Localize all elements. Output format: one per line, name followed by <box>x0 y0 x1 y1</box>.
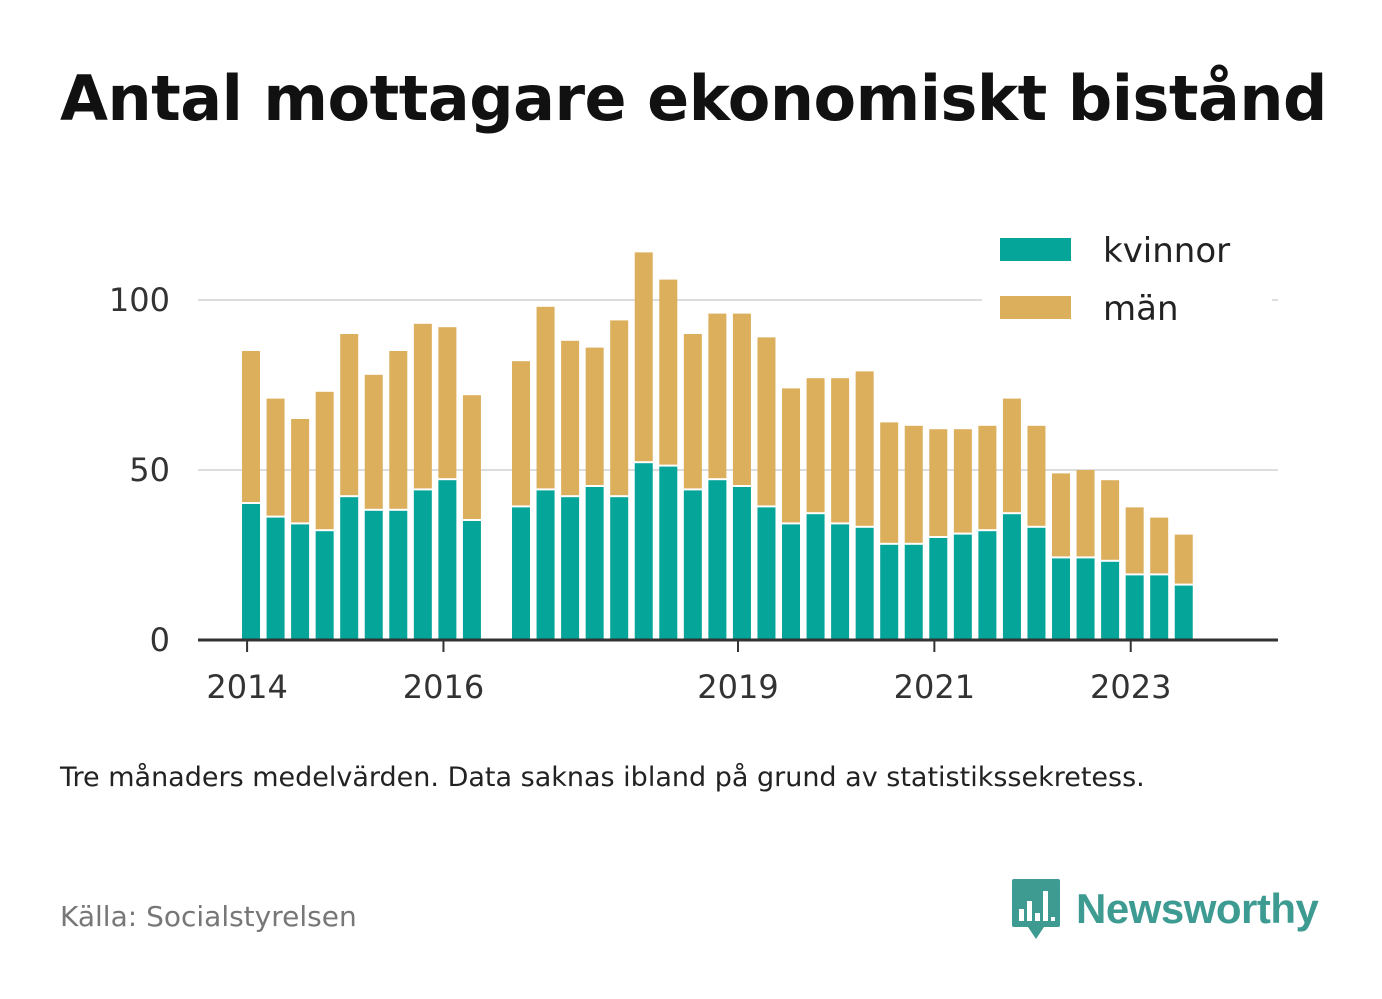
bar-man <box>340 334 359 496</box>
bar-man <box>536 306 555 489</box>
bar-kvinnor <box>1027 527 1046 640</box>
bar-kvinnor <box>904 544 923 640</box>
y-tick-label: 100 <box>109 281 170 319</box>
bar-kvinnor <box>806 514 825 640</box>
bar-kvinnor <box>929 538 948 640</box>
bar-man <box>242 351 261 502</box>
source-text: Källa: Socialstyrelsen <box>60 900 357 933</box>
bar-kvinnor <box>585 487 604 640</box>
bar-man <box>585 347 604 485</box>
bar-man <box>929 429 948 536</box>
bar-kvinnor <box>757 507 776 640</box>
bar-kvinnor <box>364 510 383 640</box>
bar-kvinnor <box>315 531 334 640</box>
y-tick-label: 0 <box>150 621 170 659</box>
legend-swatch <box>1000 296 1071 319</box>
bar-man <box>364 374 383 509</box>
brand-name: Newsworthy <box>1076 885 1319 932</box>
legend: kvinnor män <box>982 226 1272 330</box>
bar-chart-speech-bubble-icon <box>1012 879 1060 939</box>
bar-man <box>904 425 923 543</box>
bar-kvinnor <box>1101 561 1120 640</box>
bar-man <box>389 351 408 509</box>
bar-kvinnor <box>242 504 261 640</box>
bar-kvinnor <box>512 507 531 640</box>
bar-kvinnor <box>880 544 899 640</box>
bar-kvinnor <box>953 534 972 640</box>
bar-man <box>1002 398 1021 513</box>
bar-kvinnor <box>1150 575 1169 640</box>
bar-kvinnor <box>732 487 751 640</box>
bar-kvinnor <box>266 517 285 640</box>
bar-kvinnor <box>462 521 481 640</box>
bar-kvinnor <box>978 531 997 640</box>
bar-man <box>413 323 432 489</box>
bar-man <box>1125 507 1144 574</box>
bar-man <box>315 391 334 530</box>
bar-kvinnor <box>413 490 432 640</box>
axes: 0 50 100 2014 2016 2019 2021 2023 <box>109 281 1278 706</box>
legend-label: män <box>1103 289 1179 329</box>
bar-man <box>1174 534 1193 584</box>
bar-series <box>242 252 1193 640</box>
bar-kvinnor <box>340 497 359 640</box>
bar-man <box>708 313 727 479</box>
chart-title: Antal mottagare ekonomiskt bistånd <box>60 62 1327 135</box>
bar-kvinnor <box>659 466 678 640</box>
bar-kvinnor <box>610 497 629 640</box>
bar-kvinnor <box>1052 558 1071 640</box>
bar-kvinnor <box>683 490 702 640</box>
legend-swatch <box>1000 238 1071 261</box>
bar-man <box>266 398 285 516</box>
bar-man <box>831 378 850 523</box>
bar-man <box>1052 473 1071 557</box>
bar-man <box>782 388 801 523</box>
x-tick-label: 2014 <box>206 668 287 706</box>
bar-kvinnor <box>536 490 555 640</box>
chart-note: Tre månaders medelvärden. Data saknas ib… <box>60 762 1145 793</box>
bar-kvinnor <box>389 510 408 640</box>
x-tick-label: 2021 <box>894 668 975 706</box>
bar-man <box>561 340 580 496</box>
bar-man <box>732 313 751 485</box>
bar-kvinnor <box>855 527 874 640</box>
bar-man <box>1076 470 1095 557</box>
bar-kvinnor <box>561 497 580 640</box>
bar-man <box>880 422 899 543</box>
y-tick-label: 50 <box>129 451 170 489</box>
bar-man <box>806 378 825 513</box>
x-tick-label: 2019 <box>697 668 778 706</box>
bar-man <box>634 252 653 462</box>
bar-kvinnor <box>708 480 727 640</box>
bar-man <box>953 429 972 533</box>
bar-man <box>291 419 310 523</box>
bar-man <box>1027 425 1046 526</box>
brand-logo: Newsworthy <box>1010 877 1319 941</box>
bar-man <box>512 361 531 506</box>
bar-man <box>855 371 874 526</box>
bar-man <box>610 320 629 496</box>
bar-man <box>659 279 678 465</box>
bar-man <box>978 425 997 530</box>
bar-kvinnor <box>782 524 801 640</box>
bar-man <box>462 395 481 519</box>
bar-kvinnor <box>1076 558 1095 640</box>
bar-kvinnor <box>634 463 653 640</box>
bar-man <box>438 327 457 479</box>
x-tick-label: 2016 <box>403 668 484 706</box>
bar-kvinnor <box>1125 575 1144 640</box>
bar-kvinnor <box>438 480 457 640</box>
bar-kvinnor <box>831 524 850 640</box>
bar-man <box>757 337 776 506</box>
legend-label: kvinnor <box>1103 231 1230 271</box>
bar-kvinnor <box>1002 514 1021 640</box>
bar-man <box>1101 480 1120 560</box>
x-tick-label: 2023 <box>1090 668 1171 706</box>
bar-man <box>1150 517 1169 574</box>
bar-man <box>683 334 702 489</box>
bar-kvinnor <box>1174 585 1193 640</box>
bar-kvinnor <box>291 524 310 640</box>
